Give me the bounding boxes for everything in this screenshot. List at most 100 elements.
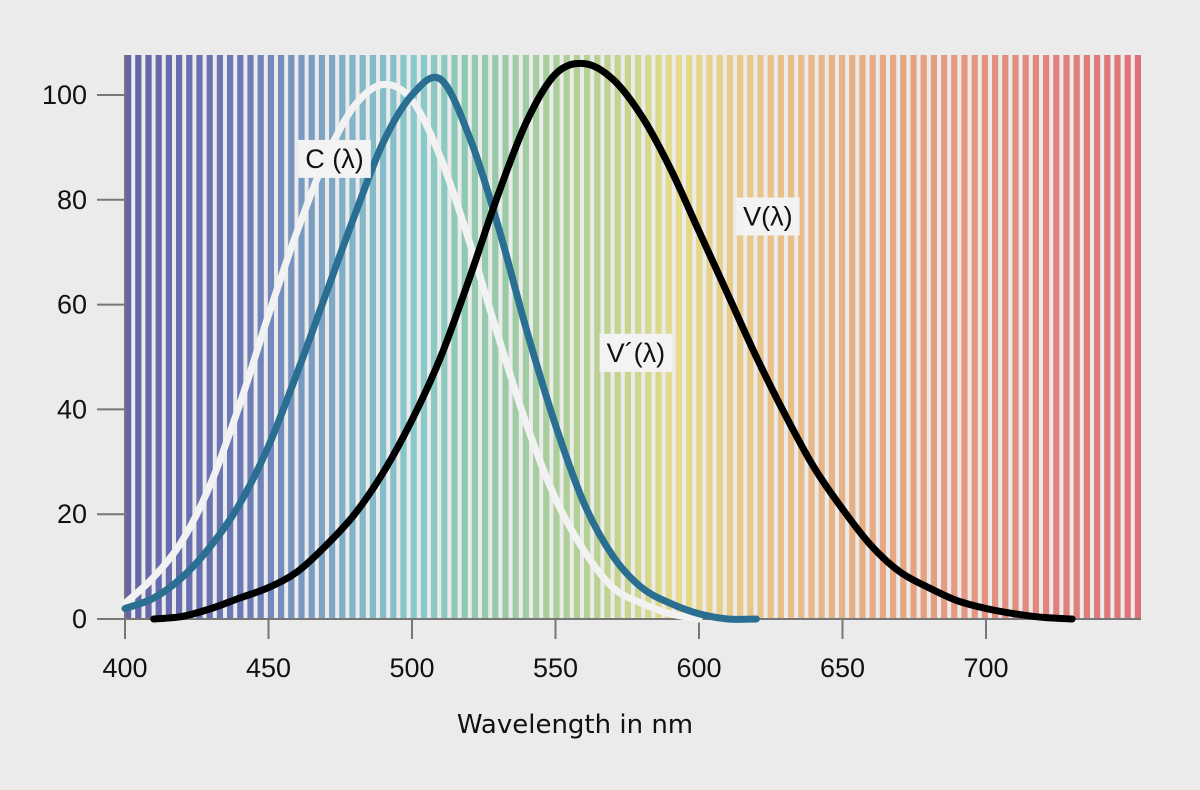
spectrum-stripe [859,55,866,619]
spectrum-stripe [1043,55,1050,619]
spectrum-stripe [1094,55,1101,619]
spectrum-stripe [818,55,825,619]
curve-label: C (λ) [298,139,371,178]
curve-label-background [599,333,673,372]
spectrum-stripe [594,55,601,619]
curve-label-text: V(λ) [743,202,793,232]
v-lambda-curve [150,59,1076,623]
spectrum-stripe [553,55,560,619]
curve-label-background [736,197,800,236]
curve-label-text: C (λ) [305,144,363,174]
x-tick-label: 500 [389,653,434,683]
spectrum-stripe [359,55,366,619]
spectrum-stripe [502,55,509,619]
spectrum-stripe [247,55,254,619]
spectrum-stripe [267,55,274,619]
spectrum-stripe [910,55,917,619]
spectrum-stripe [798,55,805,619]
spectrum-stripe [339,55,346,619]
x-tick-label: 700 [963,653,1008,683]
x-tick-label: 600 [676,653,721,683]
spectrum-stripe [288,55,295,619]
spectrum-stripe [206,55,213,619]
spectrum-stripe [1083,55,1090,619]
v-prime-lambda-curve [121,73,760,623]
spectrum-stripe [1073,55,1080,619]
curve-label-background [298,139,371,178]
spectrum-stripe [165,55,172,619]
spectrum-stripe [461,55,468,619]
spectrum-stripe [410,55,417,619]
spectrum-stripe [951,55,958,619]
spectrum-stripe [992,55,999,619]
y-tick-label: 60 [57,290,87,320]
curves [121,59,1076,623]
spectrum-stripe [920,55,927,619]
spectrum-stripe [563,55,570,619]
spectrum-stripe [196,55,203,619]
spectrum-stripe [1002,55,1009,619]
spectrum-stripe [1022,55,1029,619]
spectrum-stripe [716,55,723,619]
spectrum-stripe [349,55,356,619]
spectrum-stripe [981,55,988,619]
curve-labels: C (λ) V(λ) V´(λ) [298,139,800,372]
spectrum-stripe [869,55,876,619]
spectrum-stripe [1114,55,1121,619]
spectrum-stripe [380,55,387,619]
spectrum-stripe [318,55,325,619]
spectrum-stripe [584,55,591,619]
spectrum-stripe [135,55,142,619]
spectrum-stripe [900,55,907,619]
spectrum-stripe [879,55,886,619]
spectrum-stripe [369,55,376,619]
spectrum-stripe [737,55,744,619]
spectrum-stripe [767,55,774,619]
spectrum-stripe [216,55,223,619]
spectrum-stripe [828,55,835,619]
spectrum-stripe [941,55,948,619]
spectrum-stripe [186,55,193,619]
spectrum-stripe [808,55,815,619]
spectrum-stripe [1012,55,1019,619]
x-tick-label: 650 [820,653,865,683]
spectrum-stripe [125,55,132,619]
curve-label: V´(λ) [599,333,673,372]
spectrum-stripe [839,55,846,619]
spectrum-stripe [176,55,183,619]
spectrum-stripe [1063,55,1070,619]
spectrum-stripe [155,55,162,619]
spectrum-stripe [420,55,427,619]
spectrum-stripe [890,55,897,619]
curve-label: V(λ) [736,197,800,236]
spectrum-stripe [482,55,489,619]
spectrum-stripe [1124,55,1131,619]
spectrum-stripe [400,55,407,619]
spectrum-stripe [777,55,784,619]
spectrum-stripe [706,55,713,619]
y-tick-label: 20 [57,499,87,529]
spectrum-stripe [145,55,152,619]
spectrum-stripe [237,55,244,619]
spectrum-stripe [533,55,540,619]
spectrum-stripe [471,55,478,619]
spectrum-stripe [961,55,968,619]
y-tick-label: 0 [72,604,87,634]
spectrum-stripe [298,55,305,619]
spectrum-stripe [788,55,795,619]
spectrum-stripe [441,55,448,619]
axes: 0 20 40 60 80 100 400 450 500 550 600 650 700 [42,55,1141,683]
spectrum-stripe [512,55,519,619]
spectrum-stripe [451,55,458,619]
spectrum-stripe [726,55,733,619]
x-tick-label: 400 [102,653,147,683]
x-tick-label: 450 [246,653,291,683]
spectrum-stripe [686,55,693,619]
spectrum-stripe [1104,55,1111,619]
y-tick-label: 80 [57,185,87,215]
spectrum-stripe [757,55,764,619]
spectrum-stripe [1134,55,1141,619]
spectrum-stripe [278,55,285,619]
spectrum-stripe [431,55,438,619]
